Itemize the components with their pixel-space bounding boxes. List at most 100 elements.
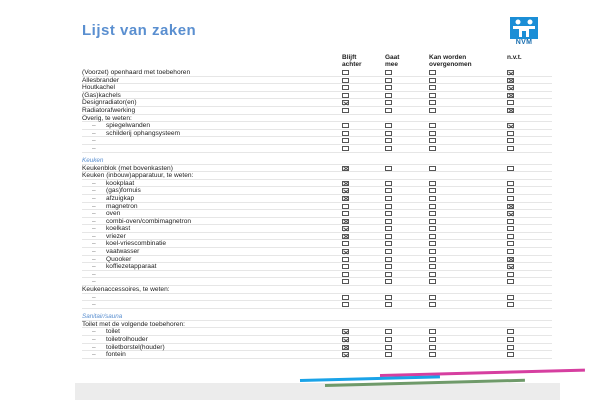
- checkbox-blijft-achter[interactable]: [342, 279, 349, 285]
- checkbox-blijft-achter[interactable]: [342, 302, 349, 308]
- checkbox-blijft-achter[interactable]: [342, 264, 349, 270]
- checkbox-kan-worden-overgenomen[interactable]: [429, 352, 436, 358]
- checkbox-blijft-achter[interactable]: [342, 233, 349, 239]
- checkbox-nvt[interactable]: [507, 130, 514, 136]
- checkbox-blijft-achter[interactable]: [342, 70, 349, 75]
- checkbox-blijft-achter[interactable]: [342, 100, 349, 106]
- checkbox-blijft-achter[interactable]: [342, 180, 349, 186]
- checkbox-nvt[interactable]: [507, 302, 514, 308]
- checkbox-kan-worden-overgenomen[interactable]: [429, 165, 436, 171]
- checkbox-gaat-mee[interactable]: [385, 130, 392, 136]
- checkbox-gaat-mee[interactable]: [385, 85, 392, 91]
- checkbox-blijft-achter[interactable]: [342, 123, 349, 129]
- checkbox-nvt[interactable]: [507, 264, 514, 270]
- checkbox-kan-worden-overgenomen[interactable]: [429, 203, 436, 209]
- checkbox-gaat-mee[interactable]: [385, 256, 392, 262]
- checkbox-gaat-mee[interactable]: [385, 203, 392, 209]
- checkbox-blijft-achter[interactable]: [342, 256, 349, 262]
- checkbox-nvt[interactable]: [507, 145, 514, 151]
- checkbox-gaat-mee[interactable]: [385, 145, 392, 151]
- checkbox-blijft-achter[interactable]: [342, 92, 349, 98]
- checkbox-nvt[interactable]: [507, 226, 514, 232]
- checkbox-blijft-achter[interactable]: [342, 226, 349, 232]
- checkbox-blijft-achter[interactable]: [342, 211, 349, 217]
- checkbox-gaat-mee[interactable]: [385, 249, 392, 255]
- checkbox-kan-worden-overgenomen[interactable]: [429, 145, 436, 151]
- checkbox-kan-worden-overgenomen[interactable]: [429, 226, 436, 232]
- checkbox-nvt[interactable]: [507, 77, 514, 83]
- checkbox-blijft-achter[interactable]: [342, 249, 349, 255]
- checkbox-blijft-achter[interactable]: [342, 77, 349, 83]
- checkbox-kan-worden-overgenomen[interactable]: [429, 256, 436, 262]
- checkbox-gaat-mee[interactable]: [385, 279, 392, 285]
- checkbox-nvt[interactable]: [507, 92, 514, 98]
- checkbox-blijft-achter[interactable]: [342, 241, 349, 247]
- checkbox-kan-worden-overgenomen[interactable]: [429, 107, 436, 113]
- checkbox-kan-worden-overgenomen[interactable]: [429, 211, 436, 217]
- checkbox-nvt[interactable]: [507, 123, 514, 129]
- checkbox-nvt[interactable]: [507, 352, 514, 358]
- checkbox-gaat-mee[interactable]: [385, 344, 392, 350]
- checkbox-nvt[interactable]: [507, 337, 514, 342]
- checkbox-blijft-achter[interactable]: [342, 165, 349, 171]
- checkbox-gaat-mee[interactable]: [385, 165, 392, 171]
- checkbox-gaat-mee[interactable]: [385, 138, 392, 144]
- checkbox-kan-worden-overgenomen[interactable]: [429, 249, 436, 255]
- checkbox-gaat-mee[interactable]: [385, 337, 392, 342]
- checkbox-blijft-achter[interactable]: [342, 85, 349, 91]
- checkbox-nvt[interactable]: [507, 294, 514, 300]
- checkbox-nvt[interactable]: [507, 138, 514, 144]
- checkbox-kan-worden-overgenomen[interactable]: [429, 123, 436, 129]
- checkbox-gaat-mee[interactable]: [385, 241, 392, 247]
- checkbox-kan-worden-overgenomen[interactable]: [429, 85, 436, 91]
- checkbox-gaat-mee[interactable]: [385, 77, 392, 83]
- checkbox-blijft-achter[interactable]: [342, 203, 349, 209]
- checkbox-kan-worden-overgenomen[interactable]: [429, 279, 436, 285]
- checkbox-gaat-mee[interactable]: [385, 188, 392, 194]
- checkbox-gaat-mee[interactable]: [385, 211, 392, 217]
- checkbox-gaat-mee[interactable]: [385, 100, 392, 106]
- checkbox-kan-worden-overgenomen[interactable]: [429, 218, 436, 224]
- checkbox-nvt[interactable]: [507, 85, 514, 91]
- checkbox-nvt[interactable]: [507, 218, 514, 224]
- checkbox-gaat-mee[interactable]: [385, 195, 392, 201]
- checkbox-kan-worden-overgenomen[interactable]: [429, 100, 436, 106]
- checkbox-nvt[interactable]: [507, 70, 514, 75]
- checkbox-kan-worden-overgenomen[interactable]: [429, 294, 436, 300]
- checkbox-nvt[interactable]: [507, 188, 514, 194]
- checkbox-kan-worden-overgenomen[interactable]: [429, 337, 436, 342]
- checkbox-kan-worden-overgenomen[interactable]: [429, 241, 436, 247]
- checkbox-blijft-achter[interactable]: [342, 344, 349, 350]
- checkbox-kan-worden-overgenomen[interactable]: [429, 92, 436, 98]
- checkbox-gaat-mee[interactable]: [385, 123, 392, 129]
- checkbox-nvt[interactable]: [507, 241, 514, 247]
- checkbox-blijft-achter[interactable]: [342, 145, 349, 151]
- checkbox-kan-worden-overgenomen[interactable]: [429, 302, 436, 308]
- checkbox-kan-worden-overgenomen[interactable]: [429, 344, 436, 350]
- checkbox-gaat-mee[interactable]: [385, 92, 392, 98]
- checkbox-blijft-achter[interactable]: [342, 271, 349, 277]
- checkbox-nvt[interactable]: [507, 329, 514, 335]
- checkbox-gaat-mee[interactable]: [385, 226, 392, 232]
- checkbox-kan-worden-overgenomen[interactable]: [429, 329, 436, 335]
- checkbox-blijft-achter[interactable]: [342, 195, 349, 201]
- checkbox-gaat-mee[interactable]: [385, 271, 392, 277]
- checkbox-nvt[interactable]: [507, 195, 514, 201]
- checkbox-nvt[interactable]: [507, 249, 514, 255]
- checkbox-kan-worden-overgenomen[interactable]: [429, 130, 436, 136]
- checkbox-gaat-mee[interactable]: [385, 107, 392, 113]
- checkbox-gaat-mee[interactable]: [385, 233, 392, 239]
- checkbox-nvt[interactable]: [507, 344, 514, 350]
- checkbox-nvt[interactable]: [507, 203, 514, 209]
- checkbox-blijft-achter[interactable]: [342, 130, 349, 136]
- checkbox-blijft-achter[interactable]: [342, 107, 349, 113]
- checkbox-nvt[interactable]: [507, 100, 514, 106]
- checkbox-nvt[interactable]: [507, 233, 514, 239]
- checkbox-gaat-mee[interactable]: [385, 180, 392, 186]
- checkbox-gaat-mee[interactable]: [385, 218, 392, 224]
- checkbox-gaat-mee[interactable]: [385, 294, 392, 300]
- checkbox-blijft-achter[interactable]: [342, 138, 349, 144]
- checkbox-nvt[interactable]: [507, 180, 514, 186]
- checkbox-gaat-mee[interactable]: [385, 70, 392, 75]
- checkbox-nvt[interactable]: [507, 271, 514, 277]
